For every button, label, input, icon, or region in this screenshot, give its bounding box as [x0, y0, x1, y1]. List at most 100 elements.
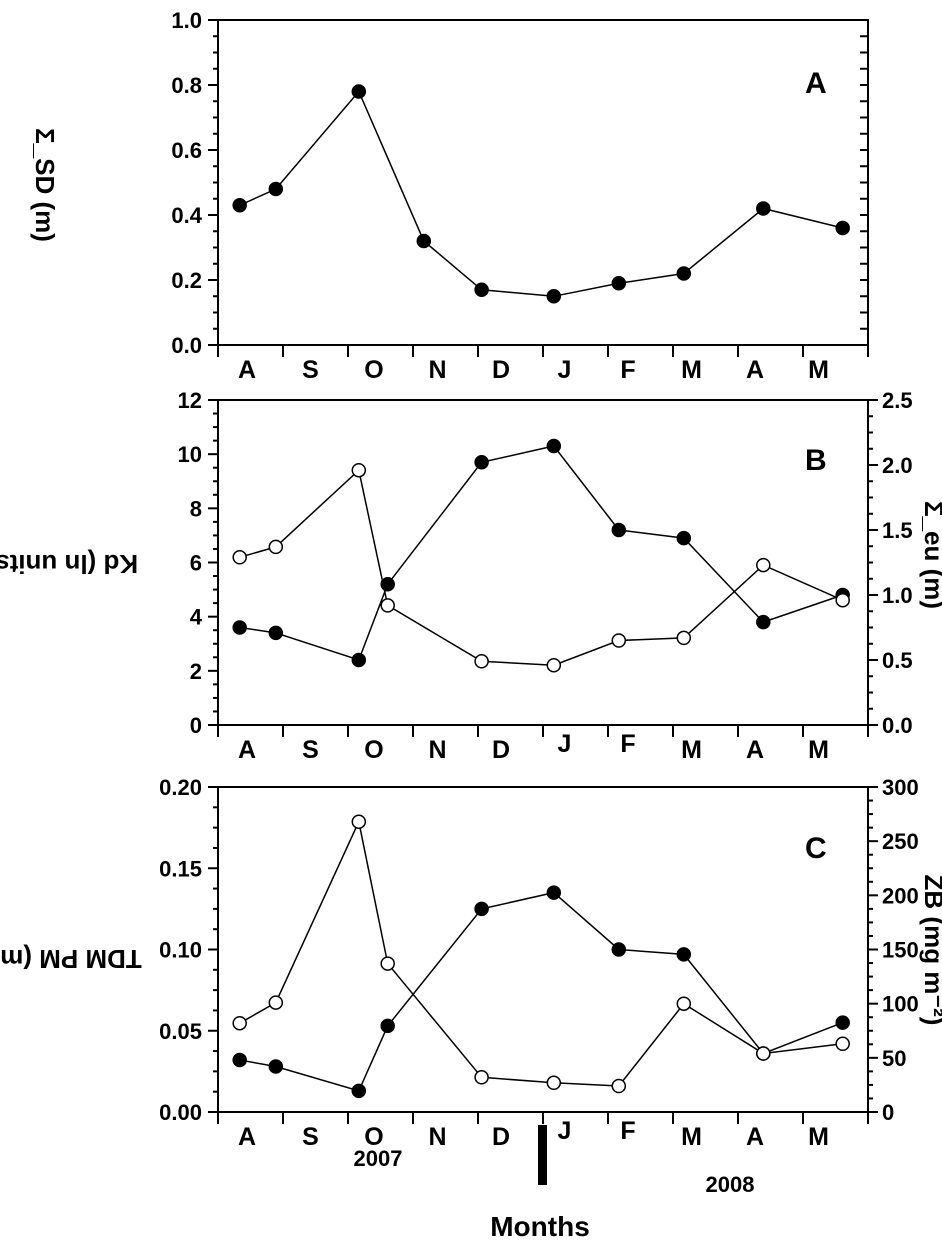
right-axis-tick-label: 50 [882, 1046, 906, 1071]
month-label: S [302, 1123, 319, 1151]
month-label: J [558, 730, 572, 758]
data-point-filled [611, 276, 627, 291]
left-axis-tick-label: 12 [178, 388, 202, 413]
data-point-open [546, 1075, 562, 1091]
data-point-open [546, 657, 562, 673]
left-axis-tick-label: 1.0 [171, 8, 202, 33]
month-label: A [238, 736, 256, 764]
right-axis-tick-label: 1.0 [882, 583, 913, 608]
data-point-filled [835, 220, 850, 236]
data-point-filled [676, 266, 692, 281]
month-label: D [492, 1123, 510, 1151]
data-point-open [676, 996, 692, 1011]
month-label: F [620, 1117, 635, 1145]
data-point-open [351, 814, 367, 829]
data-point-filled [380, 1018, 395, 1034]
left-axis-tick-label: 0.6 [171, 138, 202, 163]
panel-b-left-axis-title: Kd (ln units m⁻¹) [0, 549, 138, 579]
right-axis-tick-label: 250 [882, 829, 919, 854]
data-point-filled [835, 1015, 850, 1030]
month-label: O [364, 356, 383, 384]
right-axis-tick-label: 1.5 [882, 518, 913, 543]
panel-c-right-axis-title: ZB (mg m⁻²) [919, 875, 942, 1026]
data-point-open [756, 1046, 771, 1061]
data-point-filled [676, 530, 692, 546]
month-label: M [808, 1123, 829, 1151]
data-point-filled [611, 522, 627, 538]
data-point-filled [474, 455, 489, 470]
series-line-open [239, 468, 844, 666]
month-label: M [681, 1123, 702, 1151]
right-axis-tick-label: 0.5 [882, 648, 913, 673]
series-line-filled [239, 891, 843, 1092]
month-label: S [302, 356, 319, 384]
data-point-open [474, 654, 489, 669]
data-point-filled [268, 625, 284, 641]
data-point-filled [474, 901, 489, 917]
month-label: S [302, 736, 319, 764]
series-line-open [239, 819, 843, 1087]
left-axis-tick-label: 2 [190, 659, 202, 684]
month-label: N [428, 1123, 446, 1151]
x-axis-title-months: Months [490, 1211, 590, 1242]
month-label: A [746, 1123, 764, 1151]
panel-a-ticks: 0.0 0.2 0.4 0.6 0.8 1.0 A S O N D J F M A M [171, 8, 869, 384]
panel-b-series [232, 438, 850, 673]
left-axis-tick-label: 0 [190, 713, 202, 738]
data-point-filled [474, 282, 489, 298]
month-label: A [746, 736, 764, 764]
data-point-open [474, 1070, 489, 1085]
data-point-filled [232, 198, 247, 213]
month-label: M [808, 736, 829, 764]
left-axis-tick-label: 4 [190, 605, 203, 630]
data-point-filled [416, 233, 432, 249]
data-point-filled [268, 1059, 284, 1074]
year-divider-bar [538, 1125, 547, 1185]
data-point-open [232, 550, 247, 565]
data-point-open [380, 598, 395, 613]
month-label: A [746, 356, 764, 384]
month-label: J [558, 1117, 572, 1145]
panel-c-plot-frame [217, 786, 869, 1113]
panel-c-left-axis-title: TDM PM (mg L⁻¹) [0, 944, 142, 974]
panel-letter-c: C [805, 832, 827, 865]
month-label: M [681, 736, 702, 764]
month-label: O [364, 736, 383, 764]
left-axis-tick-label: 0.4 [171, 203, 202, 228]
panel-a-series [232, 84, 850, 304]
panel-letter-a: A [805, 67, 827, 100]
panel-c-series [232, 814, 850, 1099]
left-axis-tick-label: 0.15 [159, 856, 202, 881]
right-axis-tick-label: 0.0 [882, 713, 913, 738]
data-point-open [268, 995, 284, 1010]
left-axis-tick-label: 0.10 [159, 938, 202, 963]
month-label: D [492, 736, 510, 764]
left-axis-tick-label: 6 [190, 551, 202, 576]
left-axis-tick-label: 0.05 [159, 1019, 202, 1044]
series-line-filled [239, 90, 843, 298]
month-label: A [238, 1123, 256, 1151]
left-axis-tick-label: 10 [178, 442, 202, 467]
month-label: F [620, 730, 635, 758]
panel-b-right-axis-title: Σ_eu (m) [919, 501, 942, 609]
month-label: N [428, 356, 446, 384]
left-axis-tick-label: 0.00 [159, 1100, 202, 1125]
data-point-filled [756, 201, 771, 216]
data-point-open [676, 630, 692, 646]
data-point-filled [268, 181, 284, 197]
month-label: M [808, 356, 829, 384]
data-point-open [232, 1015, 247, 1031]
data-point-filled [546, 438, 562, 454]
left-axis-tick-label: 0.20 [159, 775, 202, 800]
data-point-filled [351, 1083, 367, 1099]
panel-b-ticks: 0 2 4 6 8 10 12 0.0 0.5 1.0 1.5 2.0 2.5 A S O N D J F M A M [178, 388, 913, 764]
left-axis-tick-label: 0.8 [171, 73, 202, 98]
panel-a-left-axis-title: Σ_SD (m) [30, 128, 60, 242]
series-line-filled [239, 445, 843, 661]
data-point-filled [546, 289, 562, 304]
left-axis-tick-label: 0.2 [171, 268, 202, 293]
data-point-filled [232, 1052, 247, 1068]
data-point-open [835, 592, 850, 608]
year-label-2008: 2008 [706, 1172, 755, 1197]
